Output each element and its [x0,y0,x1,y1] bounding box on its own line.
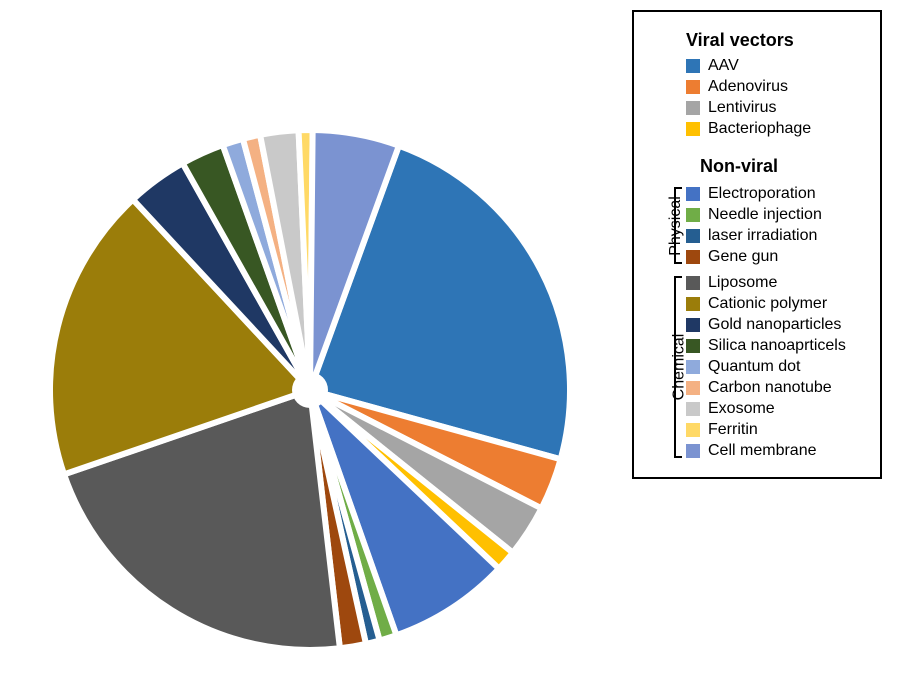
legend-item: Liposome [686,274,866,292]
legend-swatch [686,101,700,115]
legend-item: laser irradiation [686,227,866,245]
legend-label: Gene gun [708,248,778,266]
legend-item: AAV [686,57,866,75]
legend-item: Exosome [686,400,866,418]
legend-label: Ferritin [708,421,758,439]
legend-swatch [686,122,700,136]
legend-group-title: Non-viral [700,156,866,177]
legend-label: Cationic polymer [708,295,827,313]
legend-item: Adenovirus [686,78,866,96]
legend-label: Bacteriophage [708,120,811,138]
legend-swatch [686,276,700,290]
legend-swatch [686,250,700,264]
pie-chart-area [0,0,620,678]
legend-label: Gold nanoparticles [708,316,841,334]
legend-label: Exosome [708,400,775,418]
legend-label: AAV [708,57,739,75]
legend-swatch [686,229,700,243]
legend-label: Silica nanoaprticels [708,337,846,355]
legend-item: Ferritin [686,421,866,439]
legend-item: Quantum dot [686,358,866,376]
legend-label: Carbon nanotube [708,379,832,397]
legend-label: Quantum dot [708,358,801,376]
legend-swatch [686,423,700,437]
legend-subgroup-label: Physical [667,196,685,256]
legend-group-title: Viral vectors [686,30,866,51]
root: Viral vectors AAV Adenovirus Lentivirus Bact… [0,0,902,678]
legend-item: Silica nanoaprticels [686,337,866,355]
legend-item: Electroporation [686,185,866,203]
legend-item: Bacteriophage [686,120,866,138]
legend-swatch [686,59,700,73]
legend-swatch [686,402,700,416]
legend-swatch [686,187,700,201]
legend-item: Carbon nanotube [686,379,866,397]
legend-subgroup: Chemical Liposome Cationic polymer Gold nan… [652,274,866,460]
legend-swatch [686,80,700,94]
legend-item: Cell membrane [686,442,866,460]
legend-swatch [686,208,700,222]
legend-label: laser irradiation [708,227,817,245]
legend-item: Needle injection [686,206,866,224]
pie-chart [0,60,620,678]
legend-swatch [686,444,700,458]
legend-subgroup-label: Chemical [670,334,688,401]
legend-item: Gold nanoparticles [686,316,866,334]
legend-item: Cationic polymer [686,295,866,313]
legend-label: Lentivirus [708,99,776,117]
legend-label: Electroporation [708,185,816,203]
legend-subgroup: Physical Electroporation Needle injection l… [652,185,866,266]
legend-item: Gene gun [686,248,866,266]
legend-item: Lentivirus [686,99,866,117]
legend-label: Cell membrane [708,442,816,460]
legend-box: Viral vectors AAV Adenovirus Lentivirus Bact… [632,10,882,479]
legend-label: Needle injection [708,206,822,224]
legend-swatch [686,318,700,332]
legend-swatch [686,297,700,311]
legend-label: Adenovirus [708,78,788,96]
legend-label: Liposome [708,274,777,292]
